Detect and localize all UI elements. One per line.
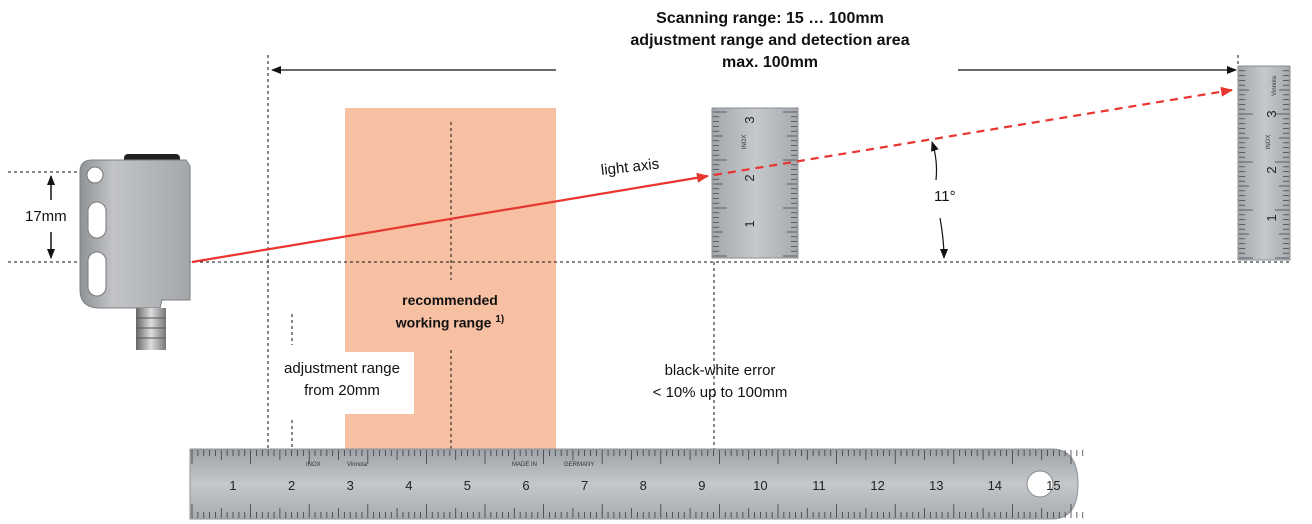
near-scale-number-2: 2 — [742, 174, 757, 181]
ruler-number: 6 — [522, 478, 529, 493]
ruler-imprint-inox: INOX — [306, 462, 321, 468]
ruler-number: 3 — [347, 478, 354, 493]
far-scale-brand: Vinnola — [1272, 75, 1278, 96]
adjustment-label-background — [268, 352, 414, 414]
ruler-number: 12 — [870, 478, 884, 493]
recommended-working-range-label: recommended working range 1) — [370, 290, 530, 333]
bw-line-1: black-white error — [664, 362, 776, 379]
black-white-error-label: black-white error < 10% up to 100mm — [630, 360, 810, 404]
adjustment-range-label: adjustment range from 20mm — [268, 358, 416, 402]
ruler-imprint-country: GERMANY — [564, 462, 594, 468]
angle-arc-upper — [931, 141, 939, 181]
far-scale-number-1: 1 — [1264, 214, 1279, 221]
heading-line-2: adjustment range and detection area — [630, 32, 910, 49]
angle-label: 11° — [934, 188, 956, 205]
bottom-ruler: 1 2 3 4 5 6 7 8 9 10 11 12 13 14 15 INOX Vinnola MADE … — [189, 448, 1084, 520]
ruler-number: 8 — [640, 478, 647, 493]
recommended-line-1: recommended — [402, 292, 498, 308]
footnote-marker: 1) — [495, 314, 505, 325]
bw-line-2: < 10% up to 100mm — [652, 384, 788, 401]
light-axis-beam — [191, 172, 709, 264]
ruler-number: 1 — [229, 478, 236, 493]
angle-arc-lower — [939, 217, 948, 259]
ruler-imprint-brand: Vinnola — [347, 462, 368, 468]
ruler-number: 7 — [581, 478, 588, 493]
ruler-number: 5 — [464, 478, 471, 493]
ruler-imprint-made: MADE IN — [512, 462, 537, 468]
recommended-line-2-text: working range — [395, 314, 496, 331]
near-scale-imprint: INOX — [742, 135, 748, 150]
near-scale-number-3: 3 — [742, 116, 757, 123]
ruler-number: 10 — [753, 478, 767, 493]
sensor — [79, 154, 191, 350]
heading-line-3: max. 100mm — [721, 54, 819, 71]
far-scale-number-3: 3 — [1264, 110, 1279, 117]
light-axis-beam-extension — [713, 86, 1233, 177]
dimension-label: 17mm — [25, 208, 67, 225]
ruler-number: 2 — [288, 478, 295, 493]
far-scale-imprint: INOX — [1266, 135, 1272, 150]
ruler-number: 15 — [1046, 478, 1060, 493]
ruler-number: 14 — [988, 478, 1002, 493]
ruler-number: 4 — [405, 478, 412, 493]
target-scale-far: 1 2 3 INOX Vinnola — [1237, 65, 1291, 261]
heading-line-1: Scanning range: 15 … 100mm — [656, 10, 884, 27]
ruler-number: 9 — [698, 478, 705, 493]
scanning-range-heading: Scanning range: 15 … 100mm adjustment ra… — [540, 8, 1000, 74]
near-scale-number-1: 1 — [742, 220, 757, 227]
target-scale-near: 1 2 3 INOX — [711, 107, 799, 259]
adjustment-line-2: from 20mm — [304, 382, 380, 399]
recommended-line-2: working range 1) — [370, 310, 530, 333]
ruler-number: 13 — [929, 478, 943, 493]
adjustment-line-1: adjustment range — [284, 360, 400, 377]
far-scale-number-2: 2 — [1264, 166, 1279, 173]
ruler-number: 11 — [812, 478, 826, 493]
